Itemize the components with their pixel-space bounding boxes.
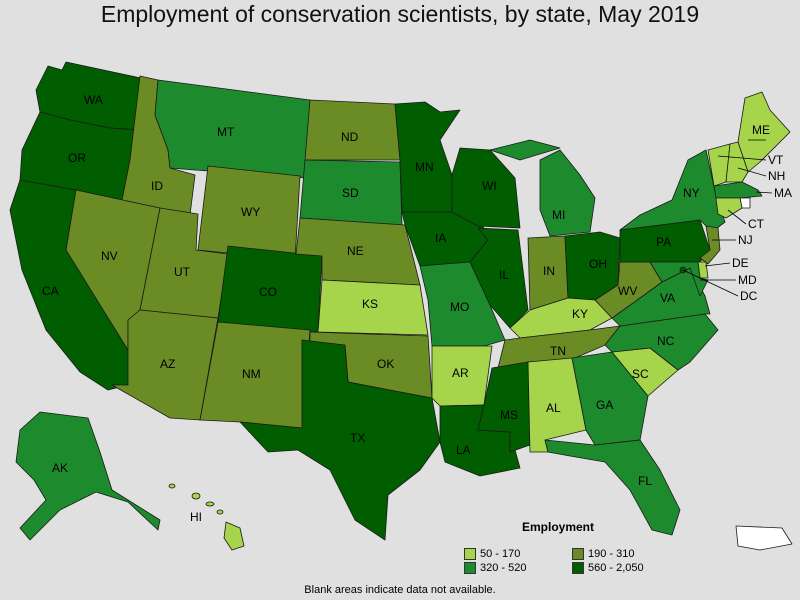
label-tx: TX xyxy=(350,431,365,445)
label-nm: NM xyxy=(242,367,261,381)
map-title: Employment of conservation scientists, b… xyxy=(100,1,700,27)
label-nj: NJ xyxy=(738,233,753,247)
state-ct[interactable] xyxy=(715,197,743,219)
label-wi: WI xyxy=(482,179,497,193)
state-mn[interactable] xyxy=(394,101,461,213)
state-hi-island-3[interactable] xyxy=(205,501,215,507)
label-nh: NH xyxy=(768,169,785,183)
label-sd: SD xyxy=(342,186,359,200)
label-vt: VT xyxy=(768,153,784,167)
label-nc: NC xyxy=(657,334,675,348)
legend-title: Employment xyxy=(522,520,595,534)
state-ma[interactable] xyxy=(713,181,763,199)
leader-lines xyxy=(682,139,773,297)
label-nd: ND xyxy=(341,130,359,144)
label-nv: NV xyxy=(101,249,118,263)
label-co: CO xyxy=(259,285,277,299)
state-il[interactable] xyxy=(469,227,529,329)
state-ak[interactable] xyxy=(15,411,161,541)
label-wa: WA xyxy=(84,93,103,107)
label-hi: HI xyxy=(190,510,202,524)
state-ks[interactable] xyxy=(317,279,429,336)
label-mt: MT xyxy=(217,125,235,139)
label-ga: GA xyxy=(596,398,613,412)
label-ny: NY xyxy=(683,186,700,200)
state-wi[interactable] xyxy=(451,147,521,229)
label-mo: MO xyxy=(450,300,469,314)
label-tn: TN xyxy=(550,344,566,358)
label-ar: AR xyxy=(452,366,469,380)
label-fl: FL xyxy=(638,474,652,488)
label-oh: OH xyxy=(589,257,607,271)
label-ma: MA xyxy=(774,186,792,200)
label-me: ME xyxy=(752,123,770,137)
state-tx[interactable] xyxy=(239,339,441,541)
label-sc: SC xyxy=(632,367,649,381)
label-ne: NE xyxy=(347,244,364,258)
state-pr[interactable] xyxy=(735,525,793,551)
state-md[interactable] xyxy=(649,261,709,297)
label-va: VA xyxy=(660,291,675,305)
legend-label: 50 - 170 xyxy=(480,548,521,560)
state-hi-island-5[interactable] xyxy=(223,521,245,551)
state-mi[interactable] xyxy=(489,139,596,237)
legend-label: 320 - 520 xyxy=(480,562,527,574)
label-ks: KS xyxy=(362,297,378,311)
label-az: AZ xyxy=(160,357,175,371)
label-ia: IA xyxy=(435,231,446,245)
label-ct: CT xyxy=(748,217,765,231)
legend-swatch xyxy=(464,548,476,560)
legend-label: 560 - 2,050 xyxy=(588,562,644,574)
label-mi: MI xyxy=(552,208,565,222)
label-wy: WY xyxy=(241,205,260,219)
label-ms: MS xyxy=(500,408,518,422)
label-in: IN xyxy=(543,264,555,278)
state-ny[interactable] xyxy=(619,149,726,233)
state-hi-island-2[interactable] xyxy=(191,492,201,500)
label-ak: AK xyxy=(52,461,68,475)
label-de: DE xyxy=(732,256,749,270)
state-labels: WA OR CA ID NV MT WY UT AZ CO NM ND SD N… xyxy=(42,93,792,524)
legend-swatch xyxy=(464,562,476,574)
legend-label: 190 - 310 xyxy=(588,548,635,560)
label-ca: CA xyxy=(42,284,59,298)
label-md: MD xyxy=(738,273,757,287)
footnote: Blank areas indicate data not available. xyxy=(304,584,496,596)
label-pa: PA xyxy=(656,235,671,249)
label-ut: UT xyxy=(174,265,191,279)
legend-swatch xyxy=(572,548,584,560)
label-dc: DC xyxy=(740,289,758,303)
label-id: ID xyxy=(151,179,163,193)
legend-item-bin-3: 560 - 2,050 xyxy=(572,562,644,574)
legend-item-bin-0: 50 - 170 xyxy=(464,548,520,560)
legend-swatch xyxy=(572,562,584,574)
label-wv: WV xyxy=(618,284,637,298)
legend-item-bin-2: 320 - 520 xyxy=(464,562,526,574)
label-ok: OK xyxy=(377,357,394,371)
state-hi-island-1[interactable] xyxy=(168,483,176,489)
label-ky: KY xyxy=(572,307,588,321)
state-hi-island-4[interactable] xyxy=(216,509,224,515)
state-fl[interactable] xyxy=(544,439,681,536)
label-il: IL xyxy=(499,268,509,282)
label-mn: MN xyxy=(415,160,434,174)
state-nj[interactable] xyxy=(699,225,721,265)
state-az[interactable] xyxy=(111,309,219,421)
label-or: OR xyxy=(68,151,86,165)
state-nh[interactable] xyxy=(725,141,749,183)
label-al: AL xyxy=(546,401,561,415)
legend-item-bin-1: 190 - 310 xyxy=(572,548,634,560)
label-la: LA xyxy=(456,443,471,457)
